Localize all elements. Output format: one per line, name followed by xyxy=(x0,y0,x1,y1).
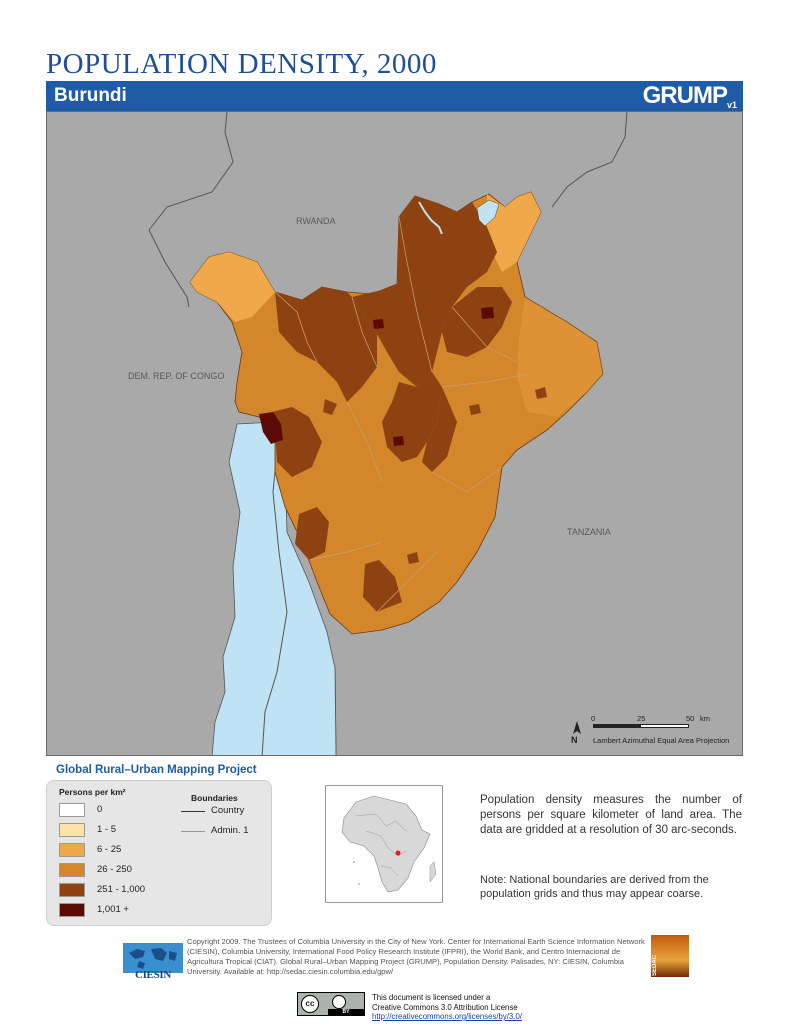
density-6-25-northwest xyxy=(190,252,275,322)
legend-label-26-250: 26 - 250 xyxy=(97,864,132,875)
title-banner: Burundi GRUMPv1 xyxy=(46,81,743,111)
legend-swatch-251-1000 xyxy=(59,883,85,897)
license-line-1: This document is licensed under a xyxy=(372,993,491,1002)
density-6-25-northeast xyxy=(487,192,541,272)
license-link[interactable]: http://creativecommons.org/licenses/by/3… xyxy=(372,1012,522,1021)
density-251-1000-patch-b xyxy=(469,404,481,415)
density-251-1000-centraleast xyxy=(422,387,457,472)
density-251-1000-patch-d xyxy=(535,387,547,399)
lake-rweru xyxy=(476,199,500,227)
scale-unit: km xyxy=(700,714,710,723)
legend-country-label: Country xyxy=(211,805,245,816)
legend-swatch-1-5 xyxy=(59,823,85,837)
legend-label-1-5: 1 - 5 xyxy=(97,824,117,835)
legend-admin1-label: Admin. 1 xyxy=(211,825,249,836)
note-text: Note: National boundaries are derived fr… xyxy=(480,874,709,900)
attribution-person-icon xyxy=(332,995,346,1009)
density-251-1000-southwest xyxy=(295,507,329,560)
population-density-map: RWANDA DEM. REP. OF CONGO TANZANIA N 0 2… xyxy=(46,111,743,756)
legend-boundaries-header: Boundaries xyxy=(191,793,238,803)
legend-label-1001-plus: 1,001 + xyxy=(97,904,129,915)
lake-tanganyika xyxy=(211,421,337,755)
density-1001-plus-muyinga xyxy=(481,307,494,319)
density-1001-plus-ngozi xyxy=(373,319,384,329)
cc-license-badge[interactable]: cc BY xyxy=(297,992,365,1016)
label-tanzania: TANZANIA xyxy=(567,527,611,537)
scale-tick-0: 0 xyxy=(591,714,596,723)
lake-cohoha xyxy=(418,201,443,235)
page-title: POPULATION DENSITY, 2000 xyxy=(46,48,437,80)
sedac-name: SEDAC xyxy=(652,954,658,976)
legend: Persons per km² 0 1 - 5 6 - 25 26 - 250 … xyxy=(46,780,272,926)
density-1001-plus-gitega xyxy=(393,436,404,446)
legend-label-6-25: 6 - 25 xyxy=(97,844,122,855)
map-canvas xyxy=(47,112,742,755)
legend-swatch-6-25 xyxy=(59,843,85,857)
license-text: This document is licensed under a Creati… xyxy=(372,993,522,1022)
sedac-logo xyxy=(651,935,689,977)
scale-bar xyxy=(593,724,689,728)
density-251-1000-northcentral xyxy=(442,287,512,357)
copyright-text: Copyright 2009. The Trustees of Columbia… xyxy=(187,937,645,976)
legend-swatch-1001-plus xyxy=(59,903,85,917)
label-rwanda: RWANDA xyxy=(296,216,336,226)
lake-country-border xyxy=(261,431,288,755)
rwanda-drc-border xyxy=(148,112,234,308)
africa-outline xyxy=(341,795,437,893)
africa-locator-map xyxy=(325,785,443,903)
north-arrow-icon xyxy=(573,721,581,734)
grump-logo-text: GRUMP xyxy=(642,82,728,109)
legend-swatch-0 xyxy=(59,803,85,817)
density-1001-plus-bujumbura xyxy=(259,412,283,444)
project-title: Global Rural–Urban Mapping Project xyxy=(56,764,257,776)
legend-country-line xyxy=(181,811,205,812)
cc-by-label: BY xyxy=(328,1009,364,1015)
burundi-location-marker xyxy=(395,850,401,856)
north-label: N xyxy=(571,735,578,745)
projection-label: Lambert Azimuthal Equal Area Projection xyxy=(593,736,730,745)
density-251-1000-south xyxy=(363,560,402,612)
legend-label-0: 0 xyxy=(97,804,103,815)
scale-tick-25: 25 xyxy=(637,714,646,723)
rwanda-tanzania-border xyxy=(551,112,628,208)
density-6-25-east xyxy=(517,297,603,417)
legend-swatch-26-250 xyxy=(59,863,85,877)
legend-admin1-line xyxy=(181,831,205,832)
legend-label-251-1000: 251 - 1,000 xyxy=(97,884,146,895)
ciesin-name: CIESIN xyxy=(134,969,172,981)
description-text: Population density measures the number o… xyxy=(480,794,742,836)
scale-tick-50: 50 xyxy=(686,714,695,723)
density-251-1000-bujumbura xyxy=(272,407,322,477)
license-line-2: Creative Commons 3.0 Attribution License xyxy=(372,1002,518,1012)
density-251-1000-patch-a xyxy=(323,399,337,415)
legend-persons-header: Persons per km² xyxy=(59,787,126,797)
grump-version: v1 xyxy=(726,100,737,110)
density-251-1000-north xyxy=(352,196,497,387)
ciesin-globe-icon xyxy=(123,943,183,973)
admin1-boundaries xyxy=(274,216,528,613)
label-drc: DEM. REP. OF CONGO xyxy=(128,371,225,381)
density-251-1000-patch-c xyxy=(407,552,419,564)
country-name: Burundi xyxy=(54,85,127,106)
cc-icon: cc xyxy=(301,995,319,1013)
grump-logo: GRUMPv1 xyxy=(643,82,737,110)
density-251-1000-northwest xyxy=(275,287,377,402)
